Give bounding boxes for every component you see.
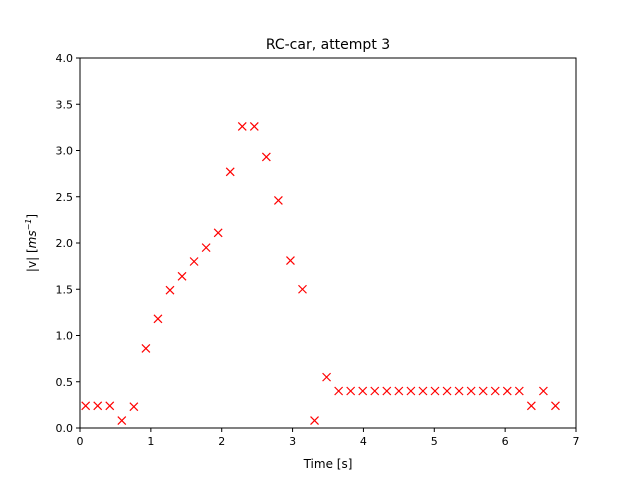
data-point [237, 122, 247, 131]
data-point [189, 257, 199, 266]
y-tick-label: 3.0 [56, 145, 74, 158]
x-tick-label: 7 [573, 435, 580, 448]
data-point [538, 386, 548, 396]
x-tick-label: 1 [147, 435, 154, 448]
data-point [286, 256, 295, 265]
data-point [141, 344, 151, 353]
y-axis-label-exponent: −1 [24, 219, 33, 231]
y-tick-label: 0.0 [56, 422, 74, 435]
data-point [105, 401, 115, 411]
chart-title: RC-car, attempt 3 [266, 37, 390, 53]
data-point [213, 228, 223, 238]
x-axis-label: Time [s] [303, 457, 353, 471]
data-point [454, 386, 464, 396]
data-point [153, 314, 163, 324]
data-point [370, 386, 380, 396]
data-point [442, 386, 452, 396]
data-point [273, 196, 283, 205]
x-tick-label: 2 [218, 435, 225, 448]
y-axis-label-unit: ms [25, 230, 39, 248]
data-point [490, 386, 500, 396]
y-tick-label: 1.5 [56, 283, 74, 296]
y-tick-label: 4.0 [56, 52, 74, 65]
data-point [334, 386, 344, 396]
data-point [418, 386, 428, 396]
data-point [225, 167, 235, 177]
data-point [346, 386, 356, 396]
data-point [177, 271, 187, 281]
data-point [358, 386, 368, 396]
data-point [551, 401, 560, 411]
data-point [502, 386, 512, 396]
data-point [466, 386, 476, 396]
data-point [201, 243, 211, 253]
data-point [249, 122, 259, 131]
data-point [526, 401, 536, 411]
y-tick-label: 2.0 [56, 237, 74, 250]
data-point [93, 401, 103, 411]
data-point [117, 416, 127, 426]
data-point [261, 152, 271, 162]
data-point [478, 386, 488, 396]
data-point [81, 401, 91, 411]
x-tick-label: 4 [360, 435, 367, 448]
y-tick-label: 0.5 [56, 376, 74, 389]
data-point [382, 386, 392, 396]
data-point [394, 386, 404, 396]
x-tick-label: 0 [77, 435, 84, 448]
x-tick-label: 6 [502, 435, 509, 448]
x-tick-label: 3 [289, 435, 296, 448]
data-point [514, 386, 524, 396]
y-tick-label: 3.5 [56, 98, 74, 111]
y-axis-label-main: |v| [ [25, 248, 39, 272]
data-point [310, 416, 319, 426]
data-points [81, 122, 560, 426]
data-point [298, 284, 307, 294]
plot-area [80, 58, 576, 428]
x-axis: 0 1 2 3 4 5 6 7 [77, 428, 580, 448]
x-tick-label: 5 [431, 435, 438, 448]
y-axis: 0.0 0.5 1.0 1.5 2.0 2.5 3.0 3.5 4.0 [56, 52, 80, 435]
y-tick-label: 2.5 [56, 191, 74, 204]
data-point [322, 372, 332, 382]
data-point [406, 386, 416, 396]
y-tick-label: 1.0 [56, 330, 74, 343]
y-axis-label: |v| [ms−1] [24, 214, 39, 272]
y-axis-label-close: ] [25, 214, 39, 219]
data-point [165, 285, 175, 295]
data-point [129, 402, 139, 412]
data-point [430, 386, 440, 396]
